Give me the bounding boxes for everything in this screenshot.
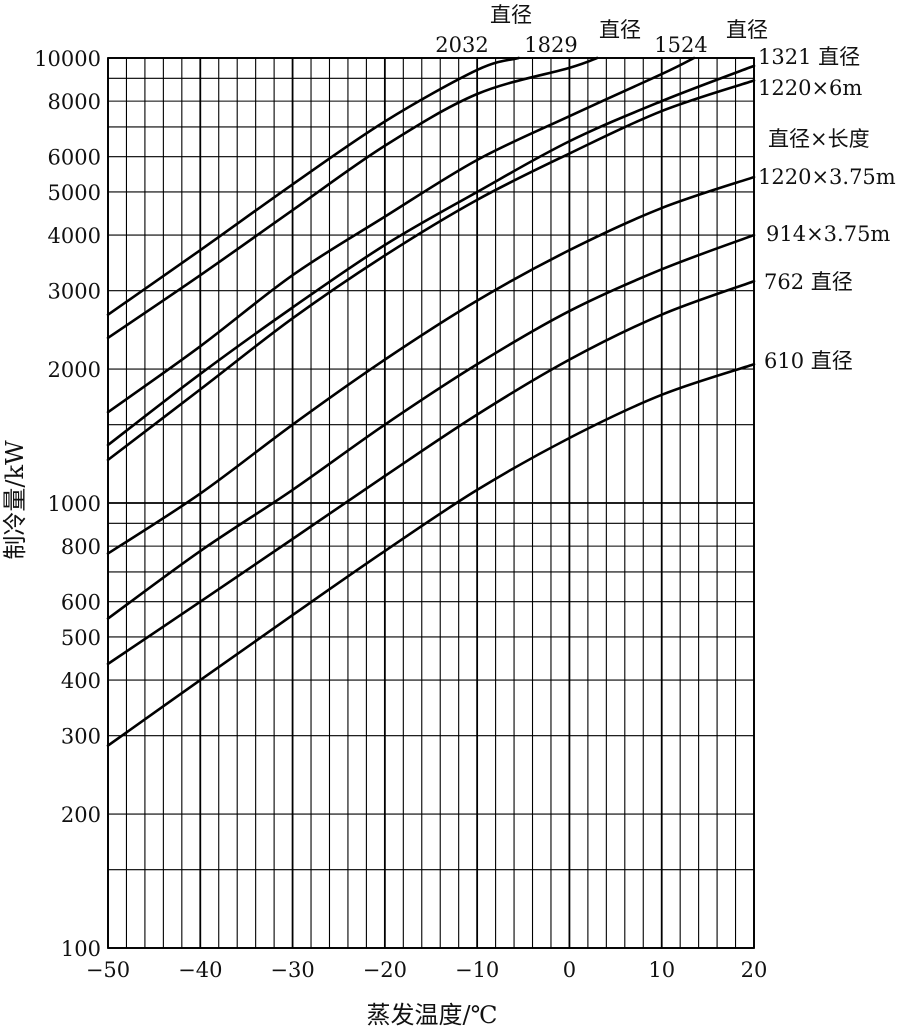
x-tick-labels: −50 −40 −30 −20 −10 0 10 20 [86,958,768,982]
curve-label: 610 直径 [764,349,853,373]
series-line-8 [106,362,756,747]
y-tick-label: 5000 [48,181,101,205]
series-line-3 [106,64,756,447]
y-axis-label: 制冷量/kW [1,440,29,560]
y-tick-label: 100 [61,937,101,961]
y-tick-labels: 100 200 300 400 500 600 800 1000 2000 3000 4000 500… [34,47,101,961]
y-tick-label: 300 [61,725,101,749]
curve-label: 1220×3.75m [758,165,896,189]
y-tick-label: 400 [61,669,101,693]
y-tick-label: 1000 [48,492,101,516]
y-tick-label: 8000 [48,90,101,114]
series-line-7 [106,279,756,666]
x-tick-label: −50 [86,958,130,982]
series-line-5 [106,175,756,555]
major-gridlines [107,57,755,949]
y-tick-label: 3000 [48,280,101,304]
series-line-2 [106,56,696,414]
series-line-0 [106,56,520,316]
x-tick-label: −30 [270,958,314,982]
curve-label: 1524 [654,33,707,57]
curve-label: 1220×6m [758,76,862,100]
y-tick-label: 200 [61,803,101,827]
curve-label: 直径 [490,3,532,27]
curve-label: 1321 直径 [758,45,860,69]
x-tick-label: 10 [648,958,675,982]
curve-label: 762 直径 [764,270,853,294]
series-lines [106,56,756,747]
x-tick-label: −40 [178,958,222,982]
plot-frame [107,57,755,949]
series-line-1 [106,56,599,340]
series-line-4 [106,79,756,462]
curve-label: 1829 [524,33,577,57]
x-tick-label: −10 [455,958,499,982]
y-tick-label: 6000 [48,146,101,170]
curve-label: 2032 [435,33,488,57]
curve-label: 914×3.75m [766,222,890,246]
legend-note: 直径×长度 [768,127,870,151]
x-tick-label: 0 [563,958,576,982]
y-tick-label: 500 [61,626,101,650]
y-tick-label: 2000 [48,358,101,382]
y-tick-label: 600 [61,591,101,615]
x-tick-label: −20 [363,958,407,982]
y-tick-label: 800 [61,535,101,559]
y-tick-label: 4000 [48,224,101,248]
curve-label: 直径 [599,18,641,42]
curve-label: 直径 [726,18,768,42]
y-tick-label: 10000 [34,47,101,71]
series-line-6 [106,233,756,620]
x-axis-label: 蒸发温度/℃ [367,1001,498,1029]
x-tick-label: 20 [741,958,768,982]
